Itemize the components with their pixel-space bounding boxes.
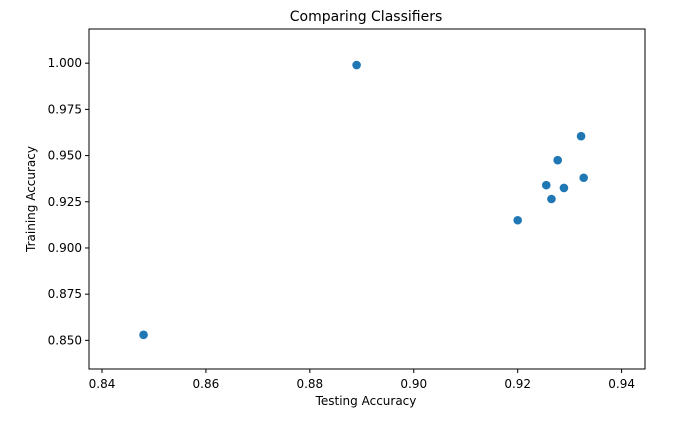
plot-frame xyxy=(88,28,646,370)
x-tick-label: 0.86 xyxy=(193,377,220,391)
x-axis-label: Testing Accuracy xyxy=(315,394,417,408)
scatter-point xyxy=(579,173,588,183)
scatter-point xyxy=(513,215,522,225)
y-tick-label: 0.850 xyxy=(48,333,82,347)
x-tick-label: 0.92 xyxy=(504,377,531,391)
y-tick-label: 0.950 xyxy=(48,149,82,163)
scatter-point xyxy=(559,183,569,193)
data-points xyxy=(139,60,588,340)
y-axis: 0.850 0.875 0.900 0.925 0.950 0.975 1.000 xyxy=(48,56,89,347)
x-tick-label: 0.94 xyxy=(608,377,635,391)
scatter-point xyxy=(576,131,586,141)
y-tick-label: 0.900 xyxy=(48,241,82,255)
scatter-point xyxy=(352,60,361,70)
chart-title: Comparing Classifiers xyxy=(290,9,443,25)
y-tick-label: 0.925 xyxy=(48,195,82,209)
x-tick-label: 0.84 xyxy=(89,377,116,391)
y-tick-label: 0.875 xyxy=(48,287,82,301)
x-tick-label: 0.88 xyxy=(296,377,323,391)
plot-area xyxy=(88,28,646,370)
scatter-point xyxy=(547,194,556,204)
scatter-point xyxy=(553,155,563,165)
scatter-point xyxy=(139,330,148,340)
y-tick-label: 1.000 xyxy=(48,56,82,70)
y-axis-label: Training Accuracy xyxy=(24,146,38,253)
x-tick-label: 0.90 xyxy=(400,377,427,391)
x-axis: 0.84 0.86 0.88 0.90 0.92 0.94 xyxy=(89,369,635,391)
y-tick-label: 0.975 xyxy=(48,102,82,116)
scatter-point xyxy=(541,180,551,190)
